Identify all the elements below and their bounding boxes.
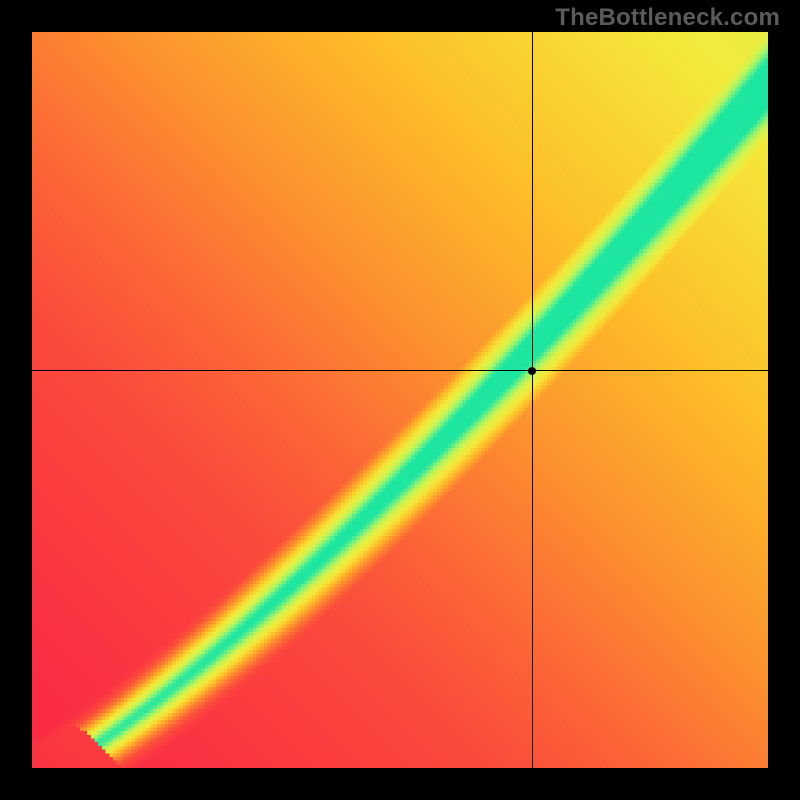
heatmap-canvas	[32, 32, 768, 768]
crosshair-horizontal	[32, 370, 768, 371]
crosshair-vertical	[532, 32, 533, 768]
heatmap-plot	[32, 32, 768, 768]
marker-dot	[528, 367, 536, 375]
figure-container: TheBottleneck.com	[0, 0, 800, 800]
watermark-text: TheBottleneck.com	[555, 4, 780, 32]
